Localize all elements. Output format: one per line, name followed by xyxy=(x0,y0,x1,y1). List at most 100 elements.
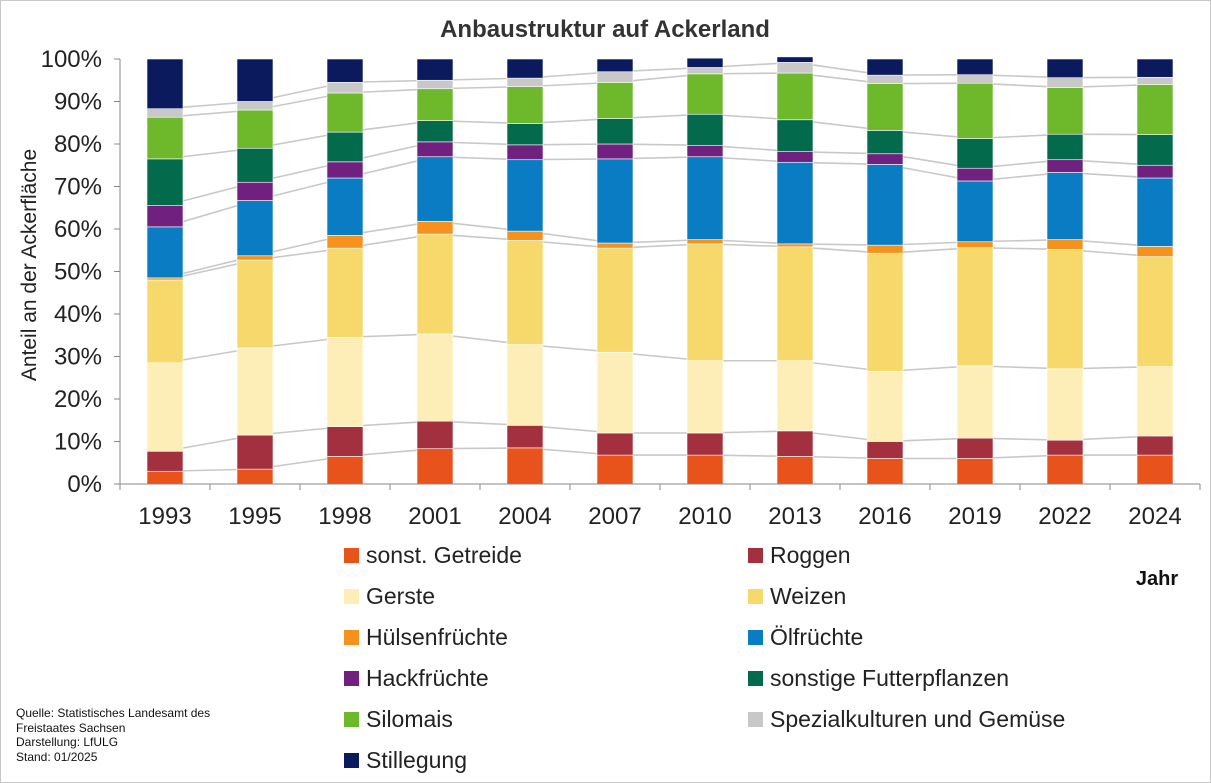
legend-label: Stillegung xyxy=(366,747,467,773)
bar-segment xyxy=(956,82,994,139)
bar-segment xyxy=(506,230,544,241)
source-line: Quelle: Statistisches Landesamt des xyxy=(16,706,211,720)
legend-swatch xyxy=(748,548,763,563)
bar-segment xyxy=(956,241,994,248)
bar-segment xyxy=(506,144,544,161)
bar-segment xyxy=(776,246,814,362)
bar-segment xyxy=(866,153,904,165)
date-line: Stand: 01/2025 xyxy=(16,749,98,764)
y-tick-label: 50% xyxy=(54,259,102,286)
bar-segment xyxy=(686,360,724,434)
bar-segment xyxy=(956,180,994,243)
bar-segment xyxy=(596,351,634,434)
bar-segment xyxy=(866,371,904,442)
bar-segment xyxy=(686,156,724,240)
bar-segment xyxy=(1046,172,1084,240)
x-tick-label: 2022 xyxy=(1038,503,1091,530)
bar-segment xyxy=(1136,164,1174,179)
bar-segment xyxy=(326,247,364,338)
series-connector-line xyxy=(164,113,1156,160)
bar-segment xyxy=(776,151,814,163)
bar-segment xyxy=(416,156,454,222)
bar-segment xyxy=(956,138,994,169)
bar-segment xyxy=(506,425,544,449)
bar-segment xyxy=(236,58,274,102)
legend-swatch xyxy=(748,589,763,604)
legend-swatch xyxy=(344,671,359,686)
bar-segment xyxy=(326,161,364,179)
x-tick-label: 2004 xyxy=(498,503,551,530)
bar-segment xyxy=(596,158,634,244)
series-connector-line xyxy=(164,141,1156,207)
bar-segment xyxy=(1046,368,1084,441)
bar-segment xyxy=(686,432,724,456)
bar-segment xyxy=(1136,435,1174,456)
bar-segment xyxy=(236,147,274,183)
bar-segment xyxy=(1136,134,1174,166)
y-tick-label: 40% xyxy=(54,301,102,328)
series-connector-line xyxy=(164,333,1156,373)
x-tick-label: 2001 xyxy=(408,503,461,530)
legend-label: Ölfrüchte xyxy=(770,624,863,650)
bar-segment xyxy=(776,62,814,74)
x-tick-label: 1995 xyxy=(228,503,281,530)
bar-segment xyxy=(596,58,634,73)
bar-segment xyxy=(1046,159,1084,173)
series-connector-lines xyxy=(164,61,1156,473)
bar-segment xyxy=(1046,58,1084,79)
bar-segment xyxy=(326,177,364,236)
bar-segment xyxy=(1136,177,1174,247)
bar-segment xyxy=(506,86,544,124)
bar-segment xyxy=(146,108,184,118)
bar-segment xyxy=(236,101,274,111)
bar-segment xyxy=(1136,76,1174,85)
bar-segment xyxy=(236,468,274,485)
bar-segment xyxy=(686,73,724,115)
bar-segment xyxy=(596,432,634,456)
bar-segment xyxy=(326,131,364,163)
bar-segment xyxy=(416,221,454,235)
bar-segment xyxy=(326,58,364,83)
x-axis-label: Jahr xyxy=(1136,568,1178,590)
bar-segment xyxy=(866,244,904,254)
y-tick-label: 90% xyxy=(54,89,102,116)
bar-segment xyxy=(1136,84,1174,135)
y-tick-label: 20% xyxy=(54,386,102,413)
bar-segment xyxy=(866,164,904,246)
bar-segment xyxy=(1046,133,1084,161)
bar-segment xyxy=(686,144,724,158)
x-tick-label: 2024 xyxy=(1128,503,1181,530)
bar-segment xyxy=(506,58,544,79)
x-tick-label: 2013 xyxy=(768,503,821,530)
legend-swatch xyxy=(748,712,763,727)
legend-label: Silomais xyxy=(366,706,453,732)
legend-swatch xyxy=(748,630,763,645)
bar-segment xyxy=(506,447,544,485)
bar-segment xyxy=(416,141,454,158)
bar-segment xyxy=(146,205,184,228)
series-connector-line xyxy=(164,420,1156,453)
source-line: Freistaates Sachsen xyxy=(16,720,126,735)
bar-segment xyxy=(416,333,454,422)
bar-segment xyxy=(596,118,634,145)
bar-segment xyxy=(146,362,184,452)
series-connector-line xyxy=(164,220,1156,279)
legend-label: Hülsenfrüchte xyxy=(366,624,508,650)
y-tick-label: 0% xyxy=(67,471,102,498)
bar-segment xyxy=(236,259,274,349)
y-tick-label: 70% xyxy=(54,174,102,201)
bar-segment xyxy=(236,434,274,470)
bar-segment xyxy=(326,456,364,485)
bar-segment xyxy=(686,243,724,362)
bar-segment xyxy=(686,67,724,75)
y-tick-label: 100% xyxy=(41,46,102,73)
bar-segment xyxy=(236,347,274,436)
source-note: Quelle: Statistisches Landesamt des Frei… xyxy=(16,706,256,764)
legend-swatch xyxy=(344,712,359,727)
bar-segment xyxy=(506,123,544,146)
bar-segment xyxy=(416,88,454,121)
bar-segment xyxy=(686,239,724,245)
series-connector-line xyxy=(164,155,1156,228)
x-tick-labels: 1993 1995 1998 2001 2004 2007 2010 2013 2016 2019… xyxy=(138,503,1181,530)
